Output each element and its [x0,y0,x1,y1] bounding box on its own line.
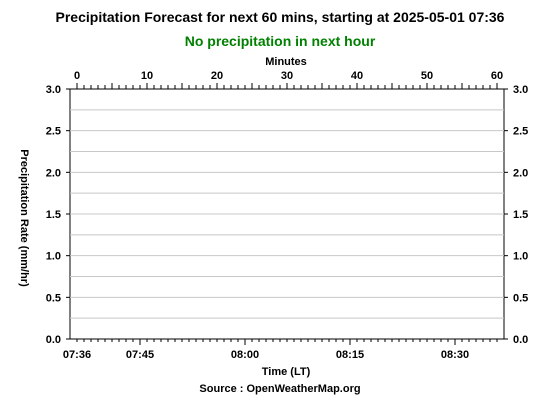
bottom-x-tick-label: 07:45 [126,349,154,361]
top-x-tick-label: 0 [74,70,80,82]
top-x-tick-label: 60 [491,70,503,82]
top-x-tick-label: 50 [421,70,433,82]
y-tick-label-right: 2.5 [513,126,528,138]
y-tick-label-right: 2.0 [513,167,528,179]
y-tick-label-left: 1.5 [46,209,61,221]
y-tick-label-right: 0.5 [513,292,528,304]
source-credit: Source : OpenWeatherMap.org [199,383,361,395]
top-x-tick-label: 30 [281,70,293,82]
y-tick-label-right: 0.0 [513,334,528,346]
y-tick-label-left: 3.0 [46,84,61,96]
top-x-tick-label: 10 [141,70,153,82]
y-tick-label-right: 1.5 [513,209,528,221]
bottom-x-tick-label: 07:36 [63,349,91,361]
top-x-tick-label: 40 [351,70,363,82]
y-tick-label-right: 3.0 [513,84,528,96]
chart-title: Precipitation Forecast for next 60 mins,… [55,9,505,25]
bottom-x-tick-label: 08:30 [441,349,469,361]
y-tick-label-left: 2.0 [46,167,61,179]
bottom-x-tick-label: 08:15 [336,349,364,361]
chart-subtitle: No precipitation in next hour [184,33,376,49]
bottom-x-axis-label: Time (LT) [262,366,311,378]
top-x-axis-label: Minutes [265,56,307,68]
y-tick-label-left: 1.0 [46,251,61,263]
y-tick-label-left: 2.5 [46,126,61,138]
y-tick-label-left: 0.0 [46,334,61,346]
y-tick-label-right: 1.0 [513,251,528,263]
y-axis-label: Precipitation Rate (mm/hr) [18,149,30,287]
bottom-x-tick-label: 08:00 [231,349,259,361]
top-x-tick-label: 20 [211,70,223,82]
y-tick-label-left: 0.5 [46,292,61,304]
